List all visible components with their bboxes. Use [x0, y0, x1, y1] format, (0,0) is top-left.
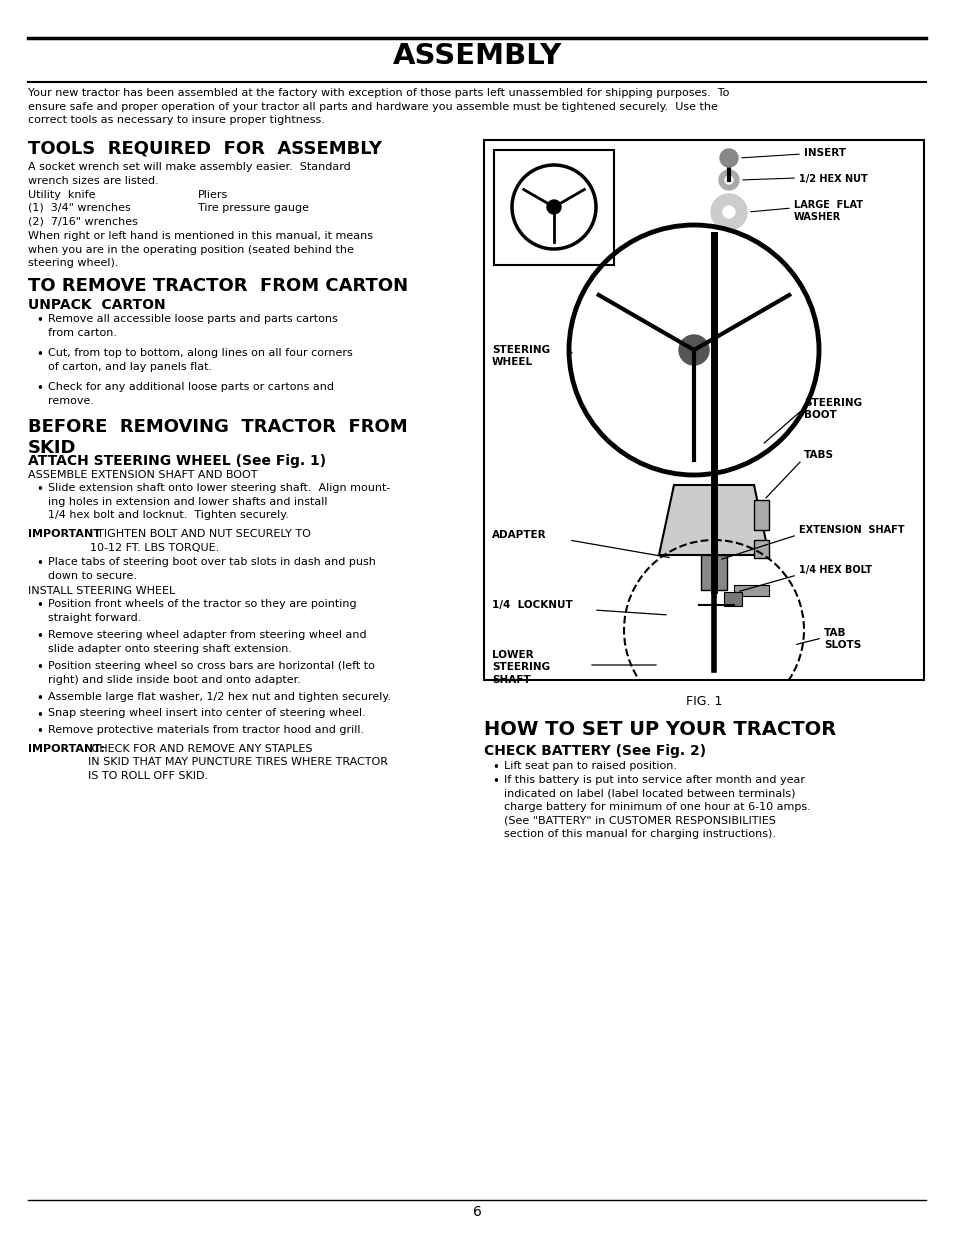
Text: INSERT: INSERT — [803, 148, 845, 158]
Text: •: • — [36, 314, 43, 327]
Text: : TIGHTEN BOLT AND NUT SECURELY TO
10-12 FT. LBS TORQUE.: : TIGHTEN BOLT AND NUT SECURELY TO 10-12… — [90, 529, 311, 552]
Text: Lift seat pan to raised position.: Lift seat pan to raised position. — [503, 761, 677, 771]
Text: •: • — [492, 761, 498, 774]
Text: TOOLS  REQUIRED  FOR  ASSEMBLY: TOOLS REQUIRED FOR ASSEMBLY — [28, 140, 381, 158]
Bar — [700, 555, 726, 590]
Bar — [753, 500, 768, 530]
Text: Tire pressure gauge: Tire pressure gauge — [198, 203, 309, 212]
Text: Place tabs of steering boot over tab slots in dash and push
down to secure.: Place tabs of steering boot over tab slo… — [48, 557, 375, 580]
Text: Assemble large flat washer, 1/2 hex nut and tighten securely.: Assemble large flat washer, 1/2 hex nut … — [48, 692, 391, 701]
Text: TO REMOVE TRACTOR  FROM CARTON: TO REMOVE TRACTOR FROM CARTON — [28, 277, 408, 295]
Text: •: • — [36, 709, 43, 721]
Text: Remove steering wheel adapter from steering wheel and
slide adapter onto steerin: Remove steering wheel adapter from steer… — [48, 630, 366, 653]
Text: Position steering wheel so cross bars are horizontal (left to
right) and slide i: Position steering wheel so cross bars ar… — [48, 661, 375, 684]
Text: ASSEMBLE EXTENSION SHAFT AND BOOT: ASSEMBLE EXTENSION SHAFT AND BOOT — [28, 471, 257, 480]
Bar — [494, 149, 614, 266]
Text: EXTENSION  SHAFT: EXTENSION SHAFT — [799, 525, 903, 535]
Text: •: • — [36, 557, 43, 571]
Text: LARGE  FLAT
WASHER: LARGE FLAT WASHER — [793, 200, 862, 222]
Text: 1/2 HEX NUT: 1/2 HEX NUT — [799, 174, 867, 184]
Circle shape — [719, 170, 739, 190]
Text: Check for any additional loose parts or cartons and
remove.: Check for any additional loose parts or … — [48, 382, 334, 405]
Text: Your new tractor has been assembled at the factory with exception of those parts: Your new tractor has been assembled at t… — [28, 88, 729, 125]
Text: Remove all accessible loose parts and parts cartons
from carton.: Remove all accessible loose parts and pa… — [48, 314, 337, 337]
Text: •: • — [492, 776, 498, 788]
Bar — [483, 140, 923, 680]
Text: When right or left hand is mentioned in this manual, it means
when you are in th: When right or left hand is mentioned in … — [28, 231, 373, 268]
Text: IMPORTANT: IMPORTANT — [28, 529, 101, 538]
Text: (1)  3/4" wrenches: (1) 3/4" wrenches — [28, 203, 131, 212]
Text: •: • — [36, 692, 43, 705]
Text: TAB
SLOTS: TAB SLOTS — [823, 629, 861, 651]
Text: Cut, from top to bottom, along lines on all four corners
of carton, and lay pane: Cut, from top to bottom, along lines on … — [48, 348, 353, 372]
Bar — [753, 540, 768, 558]
Text: Utility  knife: Utility knife — [28, 190, 95, 200]
Circle shape — [724, 177, 732, 184]
Text: •: • — [36, 348, 43, 361]
Text: CHECK BATTERY (See Fig. 2): CHECK BATTERY (See Fig. 2) — [483, 743, 705, 758]
Text: STEERING
BOOT: STEERING BOOT — [803, 398, 862, 420]
Text: •: • — [36, 725, 43, 739]
Text: Remove protective materials from tractor hood and grill.: Remove protective materials from tractor… — [48, 725, 364, 735]
Text: INSTALL STEERING WHEEL: INSTALL STEERING WHEEL — [28, 585, 175, 597]
Text: If this battery is put into service after month and year
indicated on label (lab: If this battery is put into service afte… — [503, 776, 810, 840]
Text: 6: 6 — [472, 1205, 481, 1219]
Text: 1/4 HEX BOLT: 1/4 HEX BOLT — [799, 564, 871, 576]
Text: Pliers: Pliers — [198, 190, 228, 200]
Text: 1/4  LOCKNUT: 1/4 LOCKNUT — [492, 600, 572, 610]
Bar — [723, 592, 741, 606]
Text: UNPACK  CARTON: UNPACK CARTON — [28, 298, 166, 312]
Text: (2)  7/16" wrenches: (2) 7/16" wrenches — [28, 216, 138, 226]
Text: TABS: TABS — [803, 450, 833, 459]
Text: ATTACH STEERING WHEEL (See Fig. 1): ATTACH STEERING WHEEL (See Fig. 1) — [28, 454, 326, 468]
Text: BEFORE  REMOVING  TRACTOR  FROM
SKID: BEFORE REMOVING TRACTOR FROM SKID — [28, 417, 407, 457]
Bar — [733, 585, 768, 597]
Text: ASSEMBLY: ASSEMBLY — [392, 42, 561, 70]
Circle shape — [679, 335, 708, 366]
Text: HOW TO SET UP YOUR TRACTOR: HOW TO SET UP YOUR TRACTOR — [483, 720, 836, 739]
Text: •: • — [36, 483, 43, 496]
Text: IMPORTANT:: IMPORTANT: — [28, 743, 105, 753]
Circle shape — [720, 149, 738, 167]
Circle shape — [710, 194, 746, 230]
Text: FIG. 1: FIG. 1 — [685, 695, 721, 708]
Circle shape — [722, 206, 734, 219]
Text: •: • — [36, 630, 43, 643]
Text: LOWER
STEERING
SHAFT: LOWER STEERING SHAFT — [492, 650, 550, 684]
Text: CHECK FOR AND REMOVE ANY STAPLES
IN SKID THAT MAY PUNCTURE TIRES WHERE TRACTOR
I: CHECK FOR AND REMOVE ANY STAPLES IN SKID… — [88, 743, 388, 781]
Text: STEERING
WHEEL: STEERING WHEEL — [492, 345, 550, 367]
Text: ADAPTER: ADAPTER — [492, 530, 546, 540]
Text: Slide extension shaft onto lower steering shaft.  Align mount-
ing holes in exte: Slide extension shaft onto lower steerin… — [48, 483, 390, 520]
Text: •: • — [36, 382, 43, 395]
Text: A socket wrench set will make assembly easier.  Standard
wrench sizes are listed: A socket wrench set will make assembly e… — [28, 162, 351, 185]
Text: Position front wheels of the tractor so they are pointing
straight forward.: Position front wheels of the tractor so … — [48, 599, 356, 622]
Text: •: • — [36, 599, 43, 613]
Polygon shape — [659, 485, 768, 555]
Circle shape — [546, 200, 560, 214]
Text: Snap steering wheel insert into center of steering wheel.: Snap steering wheel insert into center o… — [48, 709, 365, 719]
Text: •: • — [36, 661, 43, 674]
